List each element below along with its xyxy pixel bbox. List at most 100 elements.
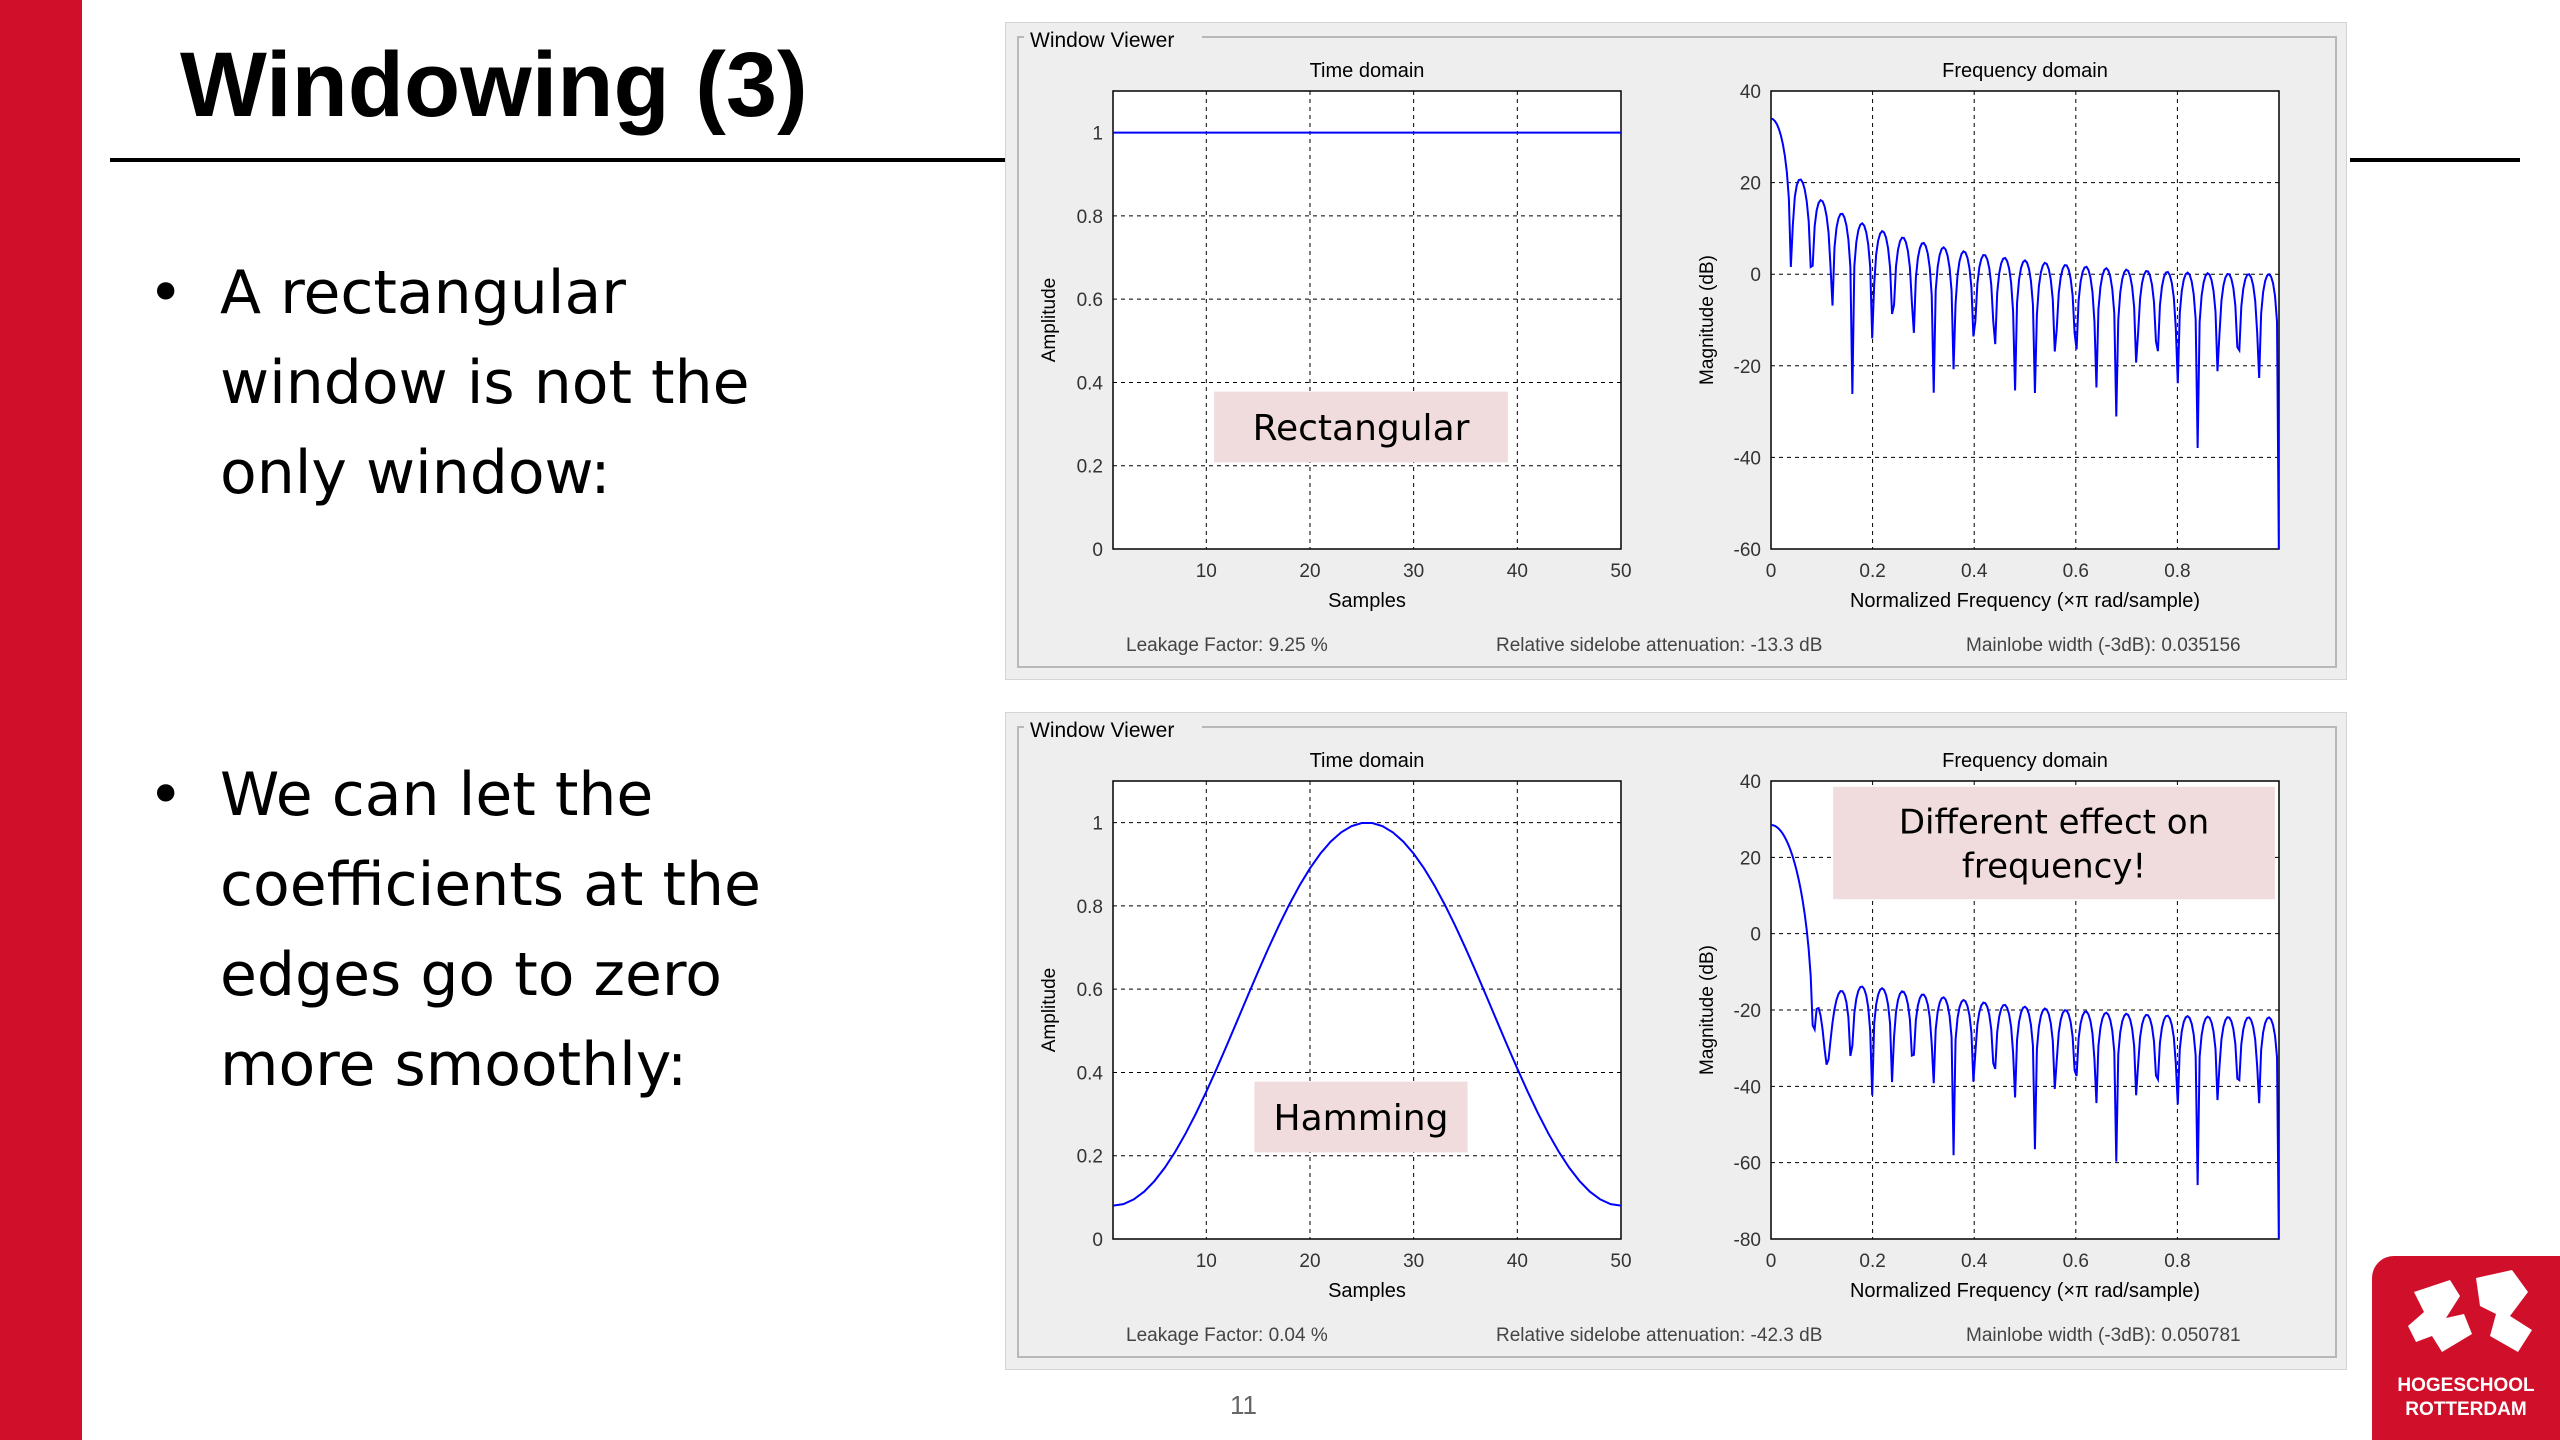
viewer-0-time-ytick-label: 0.4 [1077,373,1104,394]
bullet-symbol: • [148,258,184,328]
viewer-0-time-xtick-label: 50 [1610,561,1631,582]
viewer-1-time-ytick-label: 1 [1092,814,1103,835]
viewer-1-freq-ytick-label: -60 [1734,1154,1761,1175]
viewer-1-leakage-factor: Leakage Factor: 0.04 % [1126,1325,1328,1346]
viewer-0-window-name-label: Rectangular [1214,391,1508,463]
school-logo: HOGESCHOOL ROTTERDAM [2372,1256,2560,1440]
viewer-0-time-xtick-label: 10 [1196,561,1217,582]
viewer-1-freq-xtick-label: 0.6 [2063,1251,2089,1272]
bullet-symbol: • [148,760,184,830]
bullet-list-2: • We can let the coefficients at the edg… [148,750,948,1110]
viewer-0-freq-plot: Frequency domain 0 0.2 0.4 0.6 0.8 -60 -40 -20 0 2… [1697,60,2280,612]
viewer-1-time-xtick-label: 10 [1196,1251,1217,1272]
bullet-item: • A rectangular window is not the only w… [148,248,948,518]
viewer-0-time-xtick-label: 40 [1507,561,1528,582]
viewer-0-freq-ytick-label: -20 [1734,357,1761,378]
viewer-0-time-xtick-label: 20 [1299,561,1320,582]
viewer-0-time-axes-box [1112,90,1622,550]
viewer-1-freq-ylabel: Magnitude (dB) [1697,945,1718,1075]
viewer-0-freq-ytick-label: 20 [1740,174,1761,195]
viewer-0-frame-label: Window Viewer [1030,29,1174,52]
viewer-1-freq-series-line [1771,823,2279,1239]
title-rule-right [2350,158,2520,162]
viewer-0-freq-ylabel: Magnitude (dB) [1697,255,1718,385]
viewer-0-window-name-label-box [1214,391,1508,463]
viewer-0-time-plot: Time domain 10 20 30 40 50 0 0.2 0.4 0.6 0.8 1 Sampl… [1039,60,1632,612]
viewer-0-time-xlabel: Samples [1328,590,1406,612]
viewer-1-time-xtick-label: 50 [1610,1251,1631,1272]
viewer-1-freq-xtick-label: 0.8 [2164,1251,2190,1272]
viewer-1-time-title: Time domain [1310,750,1425,772]
viewer-1-freq-ytick-label: -80 [1734,1230,1761,1251]
viewer-1-freq-xtick-label: 0.4 [1961,1251,1988,1272]
hr-logo-mark-icon [2408,1270,2532,1352]
viewer-1-time-axes-box [1112,780,1622,1240]
viewer-0-time-ylabel: Amplitude [1039,278,1060,363]
viewer-0-freq-ytick-label: -40 [1734,448,1761,469]
viewer-1-time-xlabel: Samples [1328,1280,1406,1302]
viewer-0-freq-axes-box [1770,90,2280,550]
viewer-1-time-ytick-label: 0 [1092,1230,1103,1251]
viewer-0-time-ytick-label: 0 [1092,540,1103,561]
viewer-1-frame-label: Window Viewer [1030,719,1174,742]
viewer-0-freq-series-line [1771,117,2279,549]
viewer-0-mainlobe-width: Mainlobe width (-3dB): 0.035156 [1966,635,2241,656]
viewer-1-window-name-label-box [1254,1081,1468,1153]
viewer-1-time-ylabel: Amplitude [1039,968,1060,1053]
viewer-0-freq-ytick-label: 0 [1750,265,1761,286]
viewer-0-time-xtick-label: 30 [1403,561,1424,582]
viewer-0-freq-xtick-label: 0.6 [2063,561,2089,582]
viewer-1-frequency-note-text: Different effect on [1899,802,2209,842]
viewer-1-freq-ytick-label: 40 [1740,772,1761,793]
viewer-1-window-name-label-text: Hamming [1274,1098,1449,1139]
viewer-1-freq-ytick-label: -40 [1734,1077,1761,1098]
viewer-1-freq-xtick-label: 0 [1766,1251,1777,1272]
viewer-1-frequency-note-text: frequency! [1962,846,2146,886]
viewer-1-time-ytick-label: 0.2 [1077,1147,1103,1168]
window-viewer-rectangular: Window Viewer Time domain 10 20 30 40 50 0 0.2 0.… [1005,22,2347,680]
viewer-1-sidelobe-attenuation: Relative sidelobe attenuation: -42.3 dB [1496,1325,1822,1346]
slide-title: Windowing (3) [180,34,808,136]
viewer-0-sidelobe-attenuation: Relative sidelobe attenuation: -13.3 dB [1496,635,1822,656]
viewer-0-freq-xlabel: Normalized Frequency (×π rad/sample) [1850,590,2200,612]
logo-line-2: ROTTERDAM [2405,1399,2527,1420]
viewer-0-freq-xtick-label: 0.4 [1961,561,1988,582]
viewer-1-mainlobe-width: Mainlobe width (-3dB): 0.050781 [1966,1325,2241,1346]
title-rule-left [110,158,1005,162]
viewer-1-time-xtick-label: 30 [1403,1251,1424,1272]
viewer-1-freq-title: Frequency domain [1942,750,2108,772]
viewer-1-frame [1017,726,2337,1358]
viewer-1-time-ytick-label: 0.8 [1077,897,1103,918]
bullet-text: We can let the coefficients at the edges… [220,760,761,1100]
viewer-0-leakage-factor: Leakage Factor: 9.25 % [1126,635,1328,656]
viewer-1-window-name-label: Hamming [1254,1081,1468,1153]
viewer-0-time-ytick-label: 1 [1092,124,1103,145]
page-number: 11 [1230,1390,1257,1420]
viewer-1-time-ytick-label: 0.6 [1077,980,1103,1001]
logo-line-1: HOGESCHOOL [2397,1375,2535,1396]
bullet-item: • We can let the coefficients at the edg… [148,750,948,1110]
viewer-1-time-xtick-label: 40 [1507,1251,1528,1272]
viewer-0-freq-xtick-label: 0.2 [1859,561,1885,582]
viewer-1-time-ytick-label: 0.4 [1077,1063,1104,1084]
viewer-0-frame [1017,36,2337,668]
bullet-text: A rectangular window is not the only win… [220,258,750,508]
viewer-0-time-title: Time domain [1310,60,1425,82]
viewer-1-freq-xlabel: Normalized Frequency (×π rad/sample) [1850,1280,2200,1302]
viewer-0-freq-ytick-label: -60 [1734,540,1761,561]
viewer-0-time-ytick-label: 0.2 [1077,457,1103,478]
window-viewer-hamming: Window Viewer Time domain 10 20 30 40 50 0 0.2 0.… [1005,712,2347,1370]
viewer-0-time-ytick-label: 0.8 [1077,207,1103,228]
viewer-0-freq-xtick-label: 0.8 [2164,561,2190,582]
viewer-1-time-series-line [1113,822,1621,1207]
viewer-1-freq-ytick-label: 20 [1740,848,1761,869]
viewer-1-time-plot: Time domain 10 20 30 40 50 0 0.2 0.4 0.6 0.8 1 Sampl… [1039,750,1632,1302]
viewer-0-time-ytick-label: 0.6 [1077,290,1103,311]
accent-sidebar [0,0,82,1440]
bullet-list-1: • A rectangular window is not the only w… [148,248,948,518]
viewer-0-freq-ytick-label: 40 [1740,82,1761,103]
viewer-0-freq-xtick-label: 0 [1766,561,1777,582]
viewer-1-time-xtick-label: 20 [1299,1251,1320,1272]
viewer-1-frequency-note-box [1833,786,2275,900]
